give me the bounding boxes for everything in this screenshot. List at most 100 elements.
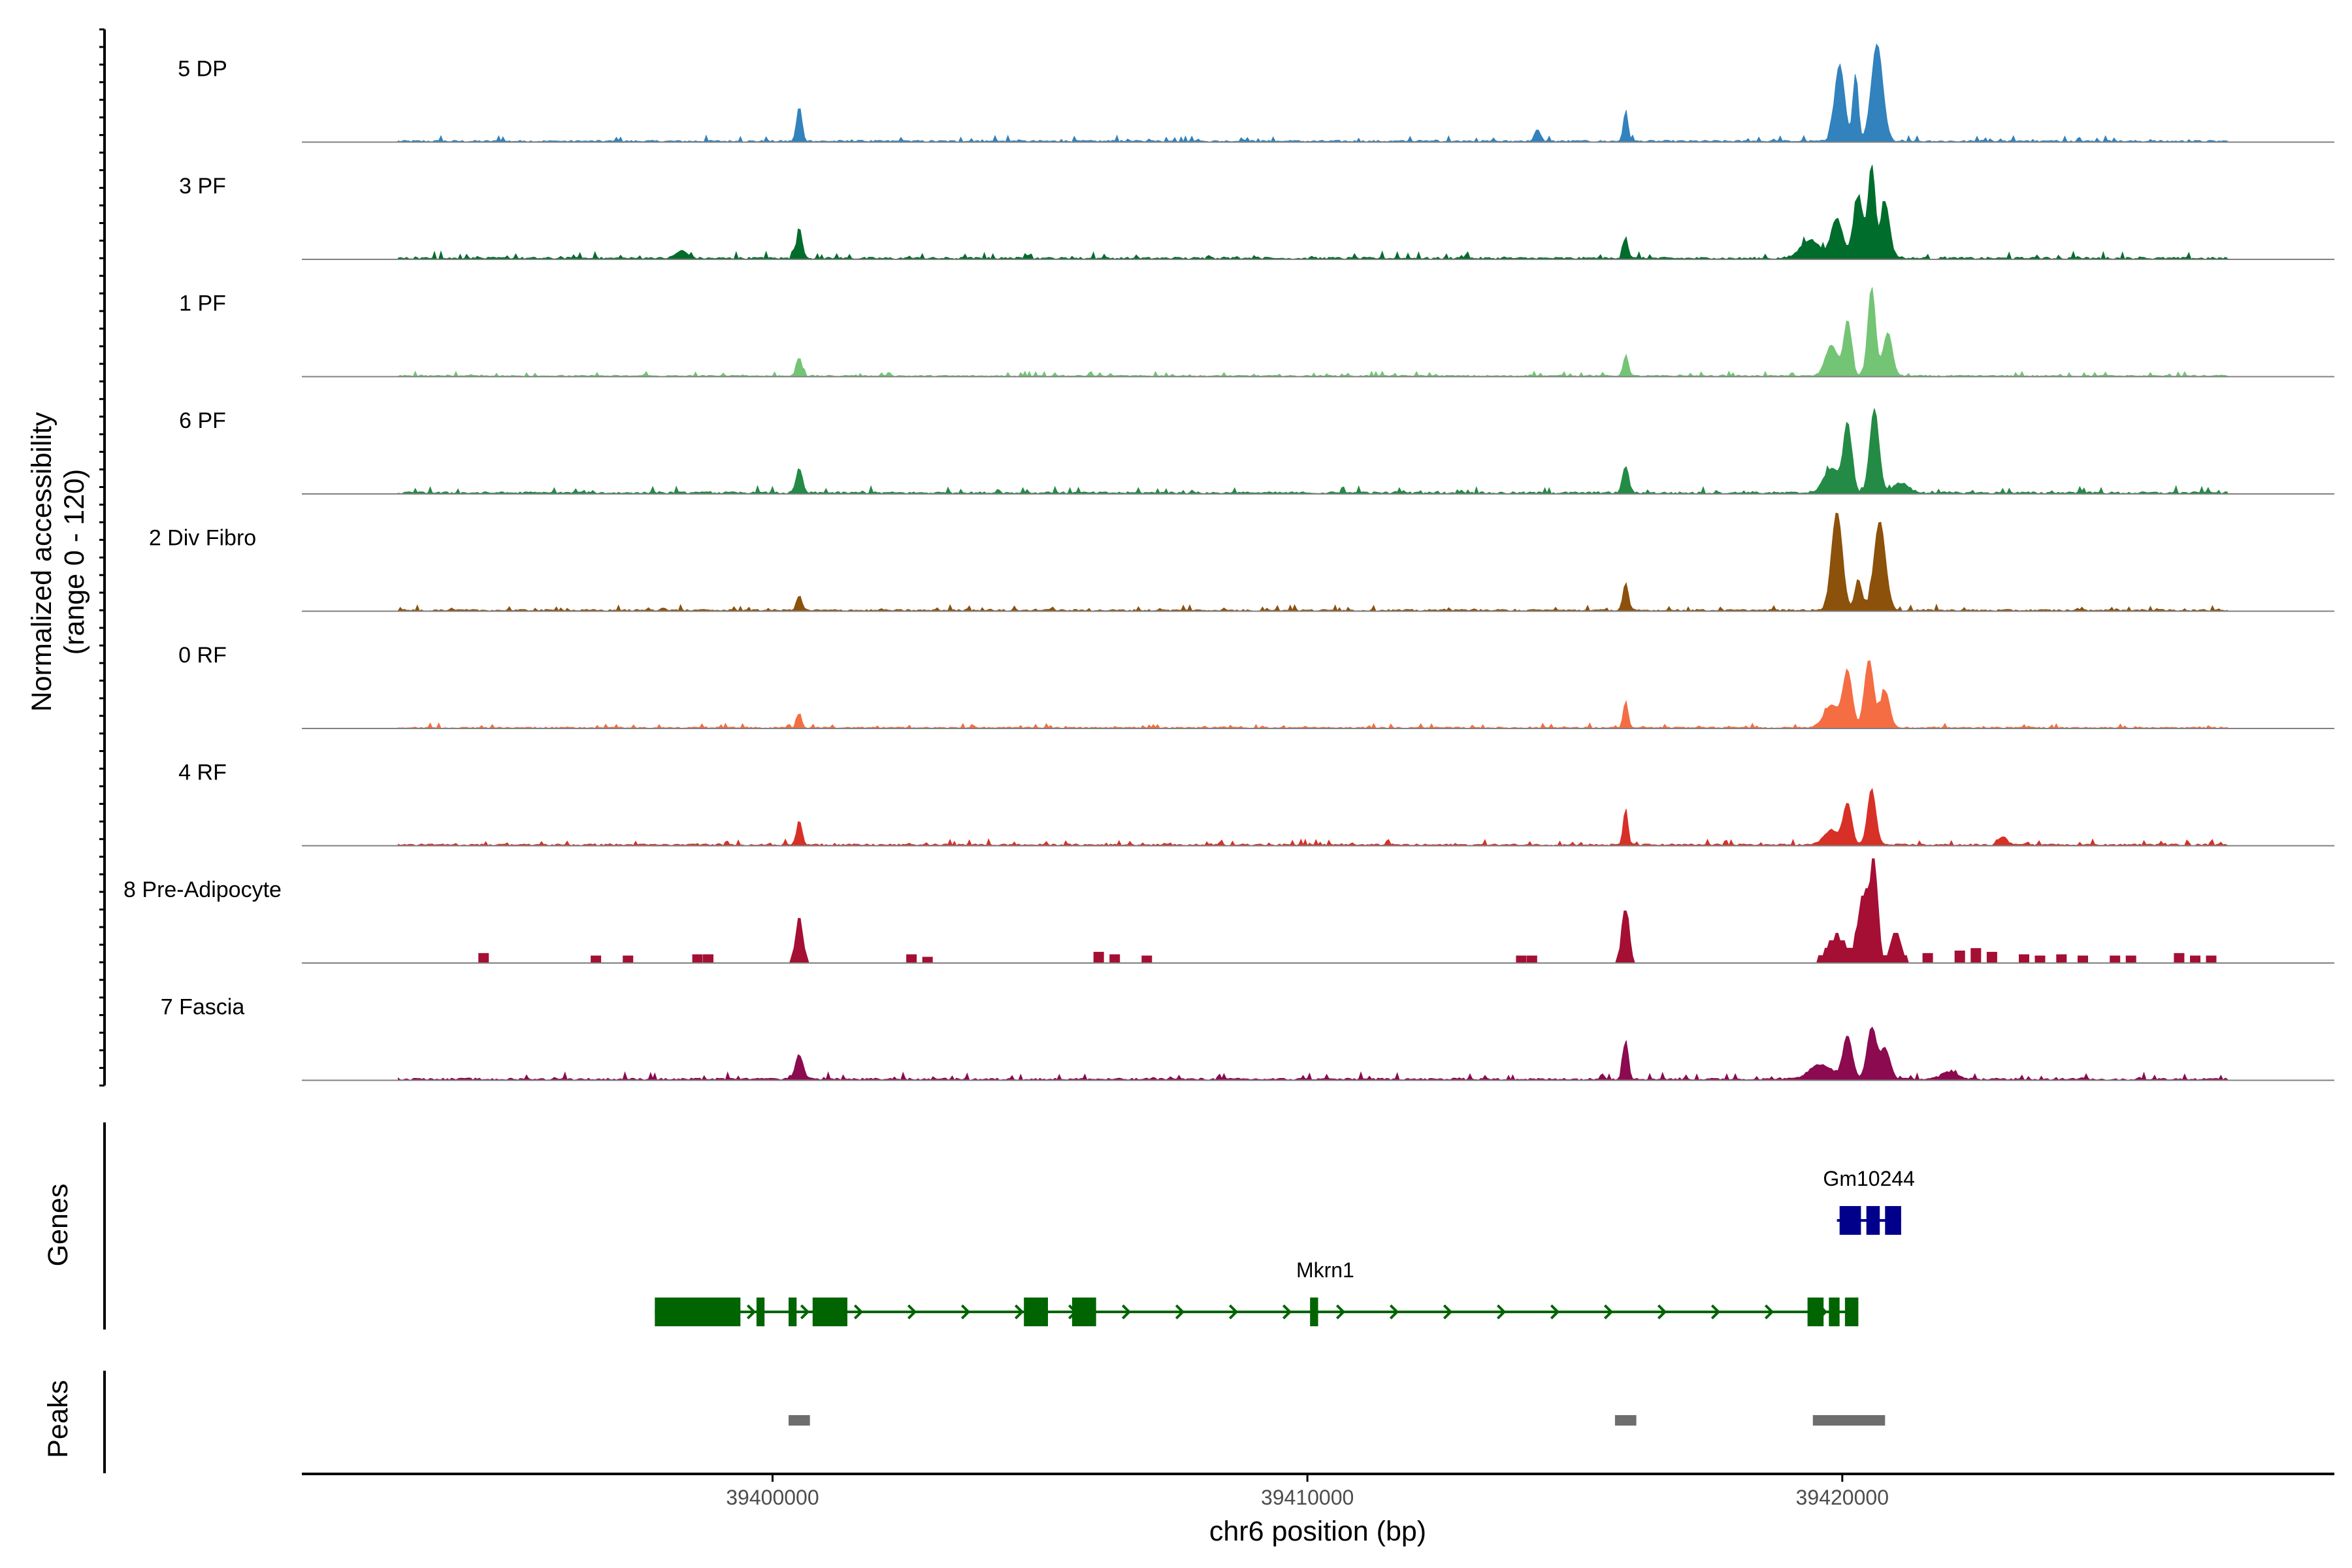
peak-region <box>1614 1415 1637 1426</box>
gene-gm10244: Gm10244 <box>1823 1167 1915 1235</box>
coverage-blip <box>1986 951 1997 963</box>
coverage-blip <box>2034 955 2046 963</box>
y-axis <box>99 28 106 1086</box>
coverage-blip <box>1922 953 1933 963</box>
track-7-fascia <box>302 1026 2334 1081</box>
coverage-blip <box>591 955 602 963</box>
coverage-blip <box>1141 955 1152 963</box>
peak-region <box>789 1415 810 1426</box>
coverage-blip <box>906 954 917 963</box>
strand-arrow <box>1764 1304 1774 1320</box>
peaks-panel-label: Peaks <box>42 1380 74 1458</box>
strand-arrow <box>1603 1304 1614 1320</box>
y-axis-label-line2: (range 0 - 120) <box>59 469 90 655</box>
coverage-area-5-dp <box>397 43 2228 143</box>
strand-arrow <box>1550 1304 1560 1320</box>
coverage-blip <box>703 954 713 963</box>
gene-exon <box>655 1298 741 1326</box>
strand-arrow <box>853 1304 864 1320</box>
strand-arrow <box>1282 1304 1292 1320</box>
coverage-blip <box>2125 955 2136 963</box>
track-label-2-div-fibro: 2 Div Fibro <box>149 525 256 550</box>
x-tick-label: 39410000 <box>1261 1486 1354 1509</box>
track-4-rf <box>302 787 2334 847</box>
strand-arrow <box>1228 1304 1239 1320</box>
track-3-pf <box>302 165 2334 260</box>
gene-exon <box>812 1298 847 1326</box>
strand-arrow <box>1121 1304 1132 1320</box>
coverage-blip <box>1093 951 1104 963</box>
strand-arrow <box>960 1304 971 1320</box>
coverage-blip <box>692 954 703 963</box>
coverage-blip <box>623 955 634 963</box>
coverage-area-3-pf <box>397 165 2228 260</box>
x-axis: 39400000 39410000 39420000 <box>302 1473 2334 1509</box>
track-label-4-rf: 4 RF <box>178 760 227 785</box>
gene-exon <box>1885 1206 1901 1235</box>
coverage-blip <box>2078 955 2088 963</box>
coverage-blip <box>2206 955 2217 963</box>
track-6-pf <box>302 408 2334 495</box>
gene-exon <box>1071 1298 1096 1326</box>
strand-arrow <box>1496 1304 1507 1320</box>
strand-arrow <box>1014 1304 1024 1320</box>
gene-exon <box>1310 1298 1318 1326</box>
track-label-5-dp: 5 DP <box>178 56 227 81</box>
coverage-blip <box>1970 948 1982 963</box>
coverage-area-6-pf <box>397 408 2228 495</box>
track-1-pf <box>302 287 2334 378</box>
x-axis-label: chr6 position (bp) <box>1209 1516 1426 1547</box>
gene-exon <box>1844 1298 1859 1326</box>
track-label-1-pf: 1 PF <box>179 291 226 316</box>
coverage-area-1-pf <box>397 287 2228 378</box>
track-label-7-fascia: 7 Fascia <box>161 994 245 1019</box>
genes-panel-label: Genes <box>42 1184 74 1267</box>
coverage-area-4-rf <box>397 787 2228 847</box>
track-label-3-pf: 3 PF <box>179 174 226 199</box>
coverage-blip <box>2190 955 2200 963</box>
track-2-div-fibro <box>302 512 2334 612</box>
gene-exon <box>789 1298 797 1326</box>
track-label-0-rf: 0 RF <box>178 643 227 668</box>
track-labels: 5 DP 3 PF 1 PF 6 PF 2 Div Fibro 0 RF 4 RF 8 Pre… <box>123 56 282 1019</box>
strand-arrow <box>1710 1304 1721 1320</box>
strand-arrow <box>907 1304 917 1320</box>
coverage-blip <box>1516 955 1527 963</box>
gene-exon <box>1866 1206 1880 1235</box>
genes-panel: Gm10244 Mkrn1 <box>103 1122 1915 1330</box>
coverage-blip <box>2019 954 2029 963</box>
track-label-6-pf: 6 PF <box>179 408 226 433</box>
strand-arrow <box>1335 1304 1346 1320</box>
strand-arrow <box>1443 1304 1453 1320</box>
coverage-area-2-div-fibro <box>397 512 2228 612</box>
coverage-blip <box>478 953 489 963</box>
track-0-rf <box>302 660 2334 729</box>
track-5-dp <box>302 43 2334 143</box>
strand-arrow <box>1175 1304 1185 1320</box>
strand-arrow <box>746 1304 757 1320</box>
peaks-panel <box>103 1371 1886 1473</box>
y-axis-label-line1: Normalized accessibility <box>26 412 57 711</box>
coverage-area-8-pre-adipocyte <box>398 858 2228 964</box>
coverage-blip <box>2056 954 2067 963</box>
gene-exon <box>1829 1298 1840 1326</box>
track-8-pre-adipocyte <box>302 858 2334 964</box>
strand-arrow <box>1657 1304 1667 1320</box>
coverage-area-7-fascia <box>397 1026 2228 1081</box>
coverage-blip <box>2110 955 2121 963</box>
coverage-blip <box>1109 954 1120 963</box>
coverage-blip <box>2174 953 2185 963</box>
strand-arrow <box>1389 1304 1399 1320</box>
x-tick-label: 39420000 <box>1796 1486 1889 1509</box>
gene-name-mkrn1: Mkrn1 <box>1296 1258 1354 1282</box>
gene-exon <box>756 1298 765 1326</box>
peak-region <box>1812 1415 1886 1426</box>
track-label-8-pre-adipocyte: 8 Pre-Adipocyte <box>123 877 282 902</box>
gene-exon <box>1024 1298 1048 1326</box>
coverage-area-0-rf <box>397 660 2228 729</box>
x-tick-label: 39400000 <box>726 1486 819 1509</box>
gene-name-gm10244: Gm10244 <box>1823 1167 1915 1190</box>
coverage-blip <box>1526 955 1537 963</box>
gene-exon <box>1807 1298 1824 1326</box>
